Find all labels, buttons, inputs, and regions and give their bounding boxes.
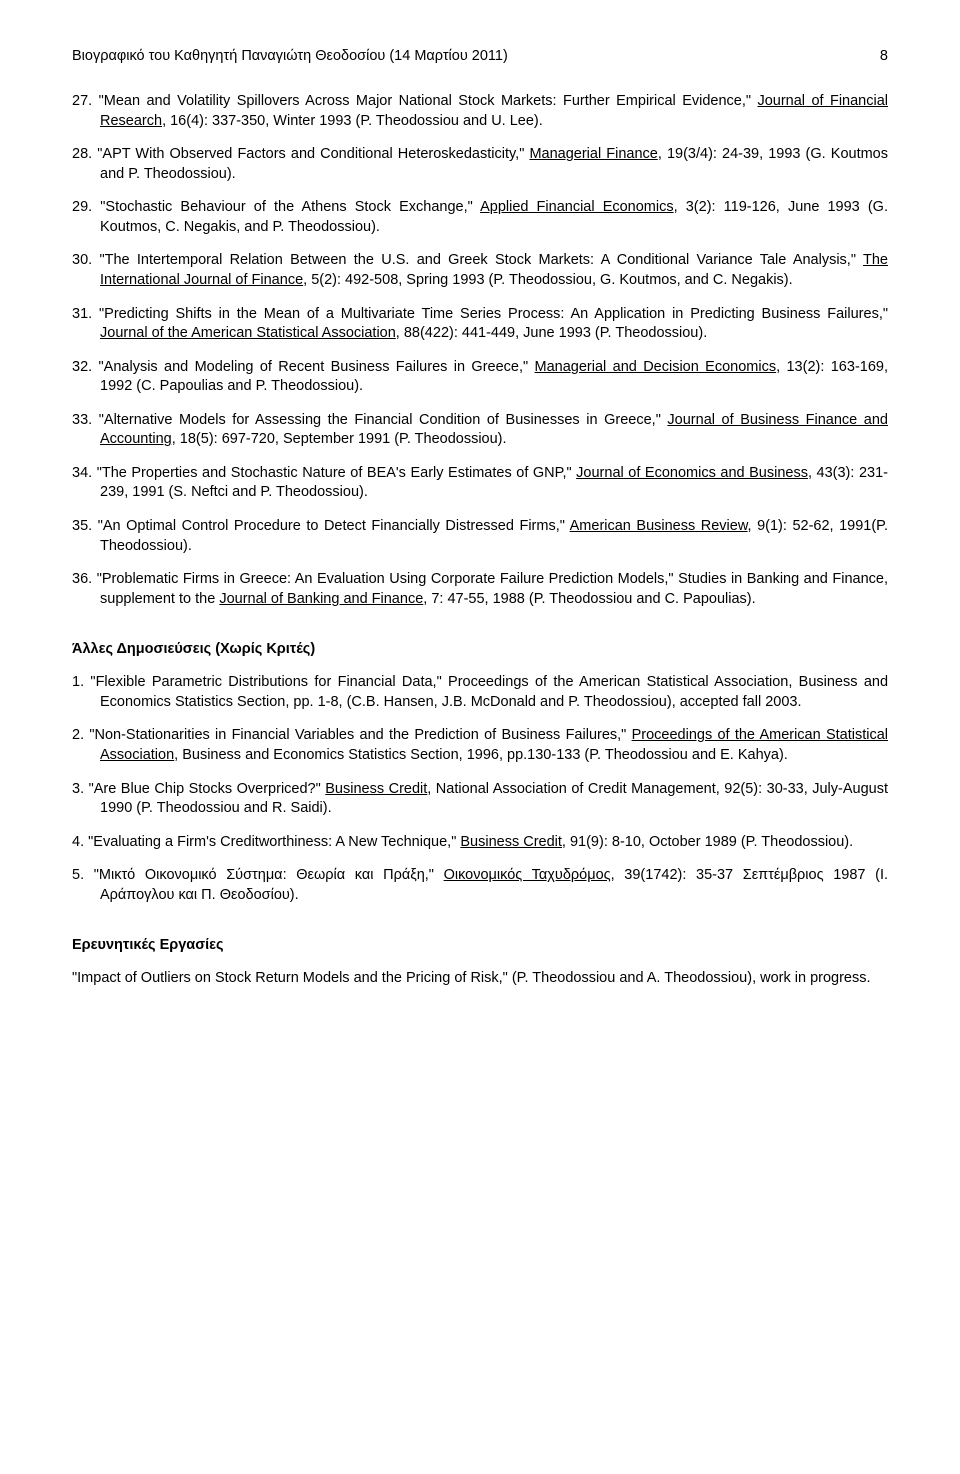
entry-text-pre: "Mean and Volatility Spillovers Across M… — [99, 93, 758, 109]
research-paragraph: "Impact of Outliers on Stock Return Mode… — [72, 969, 888, 989]
publication-entry: 27. "Mean and Volatility Spillovers Acro… — [72, 92, 888, 131]
entry-number: 36. — [72, 571, 97, 587]
publication-entry: 33. "Alternative Models for Assessing th… — [72, 411, 888, 450]
entry-text-pre: "Are Blue Chip Stocks Overpriced?" — [89, 781, 326, 797]
entry-number: 2. — [72, 727, 89, 743]
entry-text-pre: "Evaluating a Firm's Creditworthiness: A… — [88, 834, 460, 850]
other-publications-list: 1. "Flexible Parametric Distributions fo… — [72, 673, 888, 905]
entry-text-pre: "The Properties and Stochastic Nature of… — [97, 465, 576, 481]
entry-text-post: , 91(9): 8-10, October 1989 (P. Theodoss… — [562, 834, 853, 850]
entry-text-pre: "Μικτό Οικονομικό Σύστημα: Θεωρία και Πρ… — [94, 867, 444, 883]
entry-journal: Managerial Finance — [529, 146, 657, 162]
entry-text-post: , 88(422): 441-449, June 1993 (P. Theodo… — [396, 325, 707, 341]
publication-entry: 36. "Problematic Firms in Greece: An Eva… — [72, 570, 888, 609]
entry-number: 27. — [72, 93, 99, 109]
entry-journal: Journal of Economics and Business — [576, 465, 808, 481]
entry-text-post: , 16(4): 337-350, Winter 1993 (P. Theodo… — [162, 113, 543, 129]
entry-journal: Business Credit — [325, 781, 427, 797]
publication-entry: 29. "Stochastic Behaviour of the Athens … — [72, 198, 888, 237]
entry-text-post: , 5(2): 492-508, Spring 1993 (P. Theodos… — [303, 272, 793, 288]
publications-list: 27. "Mean and Volatility Spillovers Acro… — [72, 92, 888, 609]
entry-text-post: , Business and Economics Statistics Sect… — [174, 747, 788, 763]
publication-entry: 3. "Are Blue Chip Stocks Overpriced?" Bu… — [72, 780, 888, 819]
entry-journal: American Business Review — [570, 518, 748, 534]
publication-entry: 31. "Predicting Shifts in the Mean of a … — [72, 305, 888, 344]
entry-number: 35. — [72, 518, 98, 534]
entry-number: 31. — [72, 306, 99, 322]
entry-number: 3. — [72, 781, 89, 797]
publication-entry: 34. "The Properties and Stochastic Natur… — [72, 464, 888, 503]
entry-number: 1. — [72, 674, 90, 690]
entry-journal: Οικονομικός Ταχυδρόμος — [444, 867, 611, 883]
entry-text-pre: "Analysis and Modeling of Recent Busines… — [99, 359, 535, 375]
entry-text-pre: "The Intertemporal Relation Between the … — [99, 252, 863, 268]
section-research: Ερευνητικές Εργασίες — [72, 937, 888, 953]
entry-number: 28. — [72, 146, 97, 162]
entry-text-post: , 18(5): 697-720, September 1991 (P. The… — [172, 431, 507, 447]
header-title: Βιογραφικό του Καθηγητή Παναγιώτη Θεοδοσ… — [72, 48, 508, 64]
entry-number: 5. — [72, 867, 94, 883]
entry-number: 32. — [72, 359, 99, 375]
entry-number: 34. — [72, 465, 97, 481]
publication-entry: 32. "Analysis and Modeling of Recent Bus… — [72, 358, 888, 397]
publication-entry: 35. "An Optimal Control Procedure to Det… — [72, 517, 888, 556]
entry-text-pre: "An Optimal Control Procedure to Detect … — [98, 518, 570, 534]
entry-text-pre: "Stochastic Behaviour of the Athens Stoc… — [100, 199, 480, 215]
entry-text-post: , 7: 47-55, 1988 (P. Theodossiou and C. … — [423, 591, 755, 607]
entry-journal: Applied Financial Economics — [480, 199, 674, 215]
publication-entry: 4. "Evaluating a Firm's Creditworthiness… — [72, 833, 888, 853]
publication-entry: 2. "Non-Stationarities in Financial Vari… — [72, 726, 888, 765]
entry-text-pre: "Non-Stationarities in Financial Variabl… — [89, 727, 631, 743]
publication-entry: 5. "Μικτό Οικονομικό Σύστημα: Θεωρία και… — [72, 866, 888, 905]
entry-journal: Business Credit — [460, 834, 562, 850]
entry-text-pre: "Predicting Shifts in the Mean of a Mult… — [99, 306, 888, 322]
entry-number: 30. — [72, 252, 99, 268]
section-other-publications: Άλλες Δημοσιεύσεις (Χωρίς Κριτές) — [72, 641, 888, 657]
entry-number: 33. — [72, 412, 99, 428]
publication-entry: 1. "Flexible Parametric Distributions fo… — [72, 673, 888, 712]
entry-text-pre: "Alternative Models for Assessing the Fi… — [99, 412, 668, 428]
entry-journal: Managerial and Decision Economics — [535, 359, 777, 375]
entry-number: 4. — [72, 834, 88, 850]
header-page-number: 8 — [880, 48, 888, 64]
publication-entry: 30. "The Intertemporal Relation Between … — [72, 251, 888, 290]
publication-entry: 28. "APT With Observed Factors and Condi… — [72, 145, 888, 184]
page-header: Βιογραφικό του Καθηγητή Παναγιώτη Θεοδοσ… — [72, 48, 888, 64]
entry-text-pre: "Flexible Parametric Distributions for F… — [90, 674, 888, 710]
entry-journal: Journal of Banking and Finance — [219, 591, 423, 607]
entry-number: 29. — [72, 199, 100, 215]
entry-journal: Journal of the American Statistical Asso… — [100, 325, 396, 341]
entry-text-pre: "APT With Observed Factors and Condition… — [97, 146, 529, 162]
